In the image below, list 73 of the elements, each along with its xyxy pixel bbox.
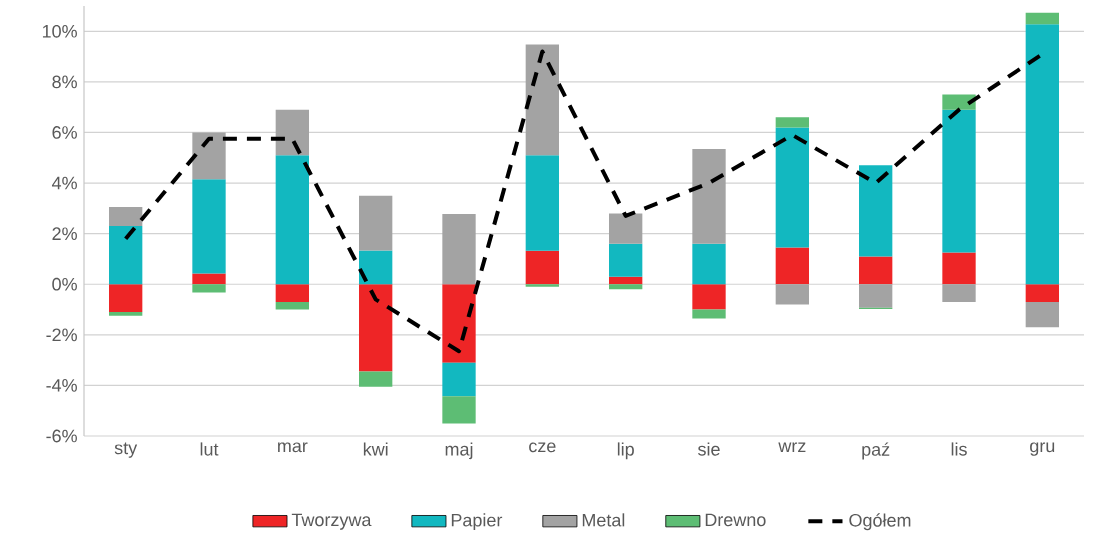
x-tick-label: lut <box>200 442 219 456</box>
x-tick-label: lis <box>951 442 967 456</box>
bar <box>275 109 310 156</box>
bar <box>692 243 726 285</box>
bar <box>775 127 810 248</box>
y-tick-label: 6% <box>52 126 77 139</box>
legend-label: Tworzywa <box>291 513 372 530</box>
bar <box>109 312 143 316</box>
x-tick-label: paź <box>862 442 890 460</box>
bar <box>1025 24 1060 285</box>
bar <box>609 276 643 285</box>
y-tick-label: 0% <box>52 277 77 291</box>
bar <box>275 301 310 310</box>
bar <box>942 109 976 253</box>
bar <box>859 256 893 285</box>
bar <box>692 148 726 244</box>
bar <box>775 247 810 285</box>
bar <box>609 213 643 244</box>
y-tick-label: 2% <box>52 227 77 240</box>
bar <box>442 284 476 363</box>
y-tick-label: -4% <box>46 379 77 392</box>
bar <box>442 396 476 424</box>
x-tick-label: mar <box>278 442 308 453</box>
bar <box>359 371 393 387</box>
bar <box>525 284 559 287</box>
bar <box>1025 301 1060 328</box>
y-tick-label: -6% <box>46 429 77 443</box>
legend-label: Papier <box>451 513 503 531</box>
legend-label: Metal <box>582 513 625 527</box>
bar <box>609 284 643 290</box>
bar <box>192 132 226 180</box>
bar <box>192 179 226 274</box>
bar <box>942 284 976 302</box>
bar <box>692 284 726 310</box>
x-tick-label: cze <box>529 442 556 453</box>
bar <box>275 284 310 302</box>
bar <box>859 284 893 308</box>
x-tick-label: maj <box>445 442 473 460</box>
bar <box>692 309 726 319</box>
bar <box>359 195 393 251</box>
x-tick-label: kwi <box>363 442 388 456</box>
bar <box>442 213 476 285</box>
legend-label: Drewno <box>705 513 766 527</box>
y-tick-label: 8% <box>52 75 77 89</box>
bar <box>1025 284 1060 302</box>
bar <box>275 155 310 285</box>
bar <box>192 273 226 285</box>
bar <box>525 44 559 156</box>
bar <box>859 165 893 257</box>
bar <box>442 362 476 397</box>
bar <box>609 243 643 277</box>
y-tick-label: 4% <box>52 176 77 190</box>
bar <box>775 117 810 128</box>
bar <box>359 284 393 372</box>
legend-label: Ogółem <box>849 513 911 531</box>
x-tick-label: lip <box>617 442 634 460</box>
bar <box>359 250 393 285</box>
bar <box>525 250 559 285</box>
bar <box>525 155 559 251</box>
y-tick-label: 10% <box>42 24 77 38</box>
bar <box>942 94 976 110</box>
y-tick-label: -2% <box>46 328 77 342</box>
x-tick-label: gru <box>1030 442 1055 456</box>
bar <box>192 284 226 293</box>
bar <box>1025 12 1060 25</box>
x-tick-label: sie <box>698 442 720 456</box>
x-tick-label: sty <box>114 442 138 458</box>
bar <box>942 252 976 285</box>
x-tick-label: wrz <box>778 442 806 453</box>
bar <box>109 207 143 227</box>
bar <box>109 284 143 313</box>
bar <box>109 226 143 285</box>
bar <box>775 284 810 305</box>
